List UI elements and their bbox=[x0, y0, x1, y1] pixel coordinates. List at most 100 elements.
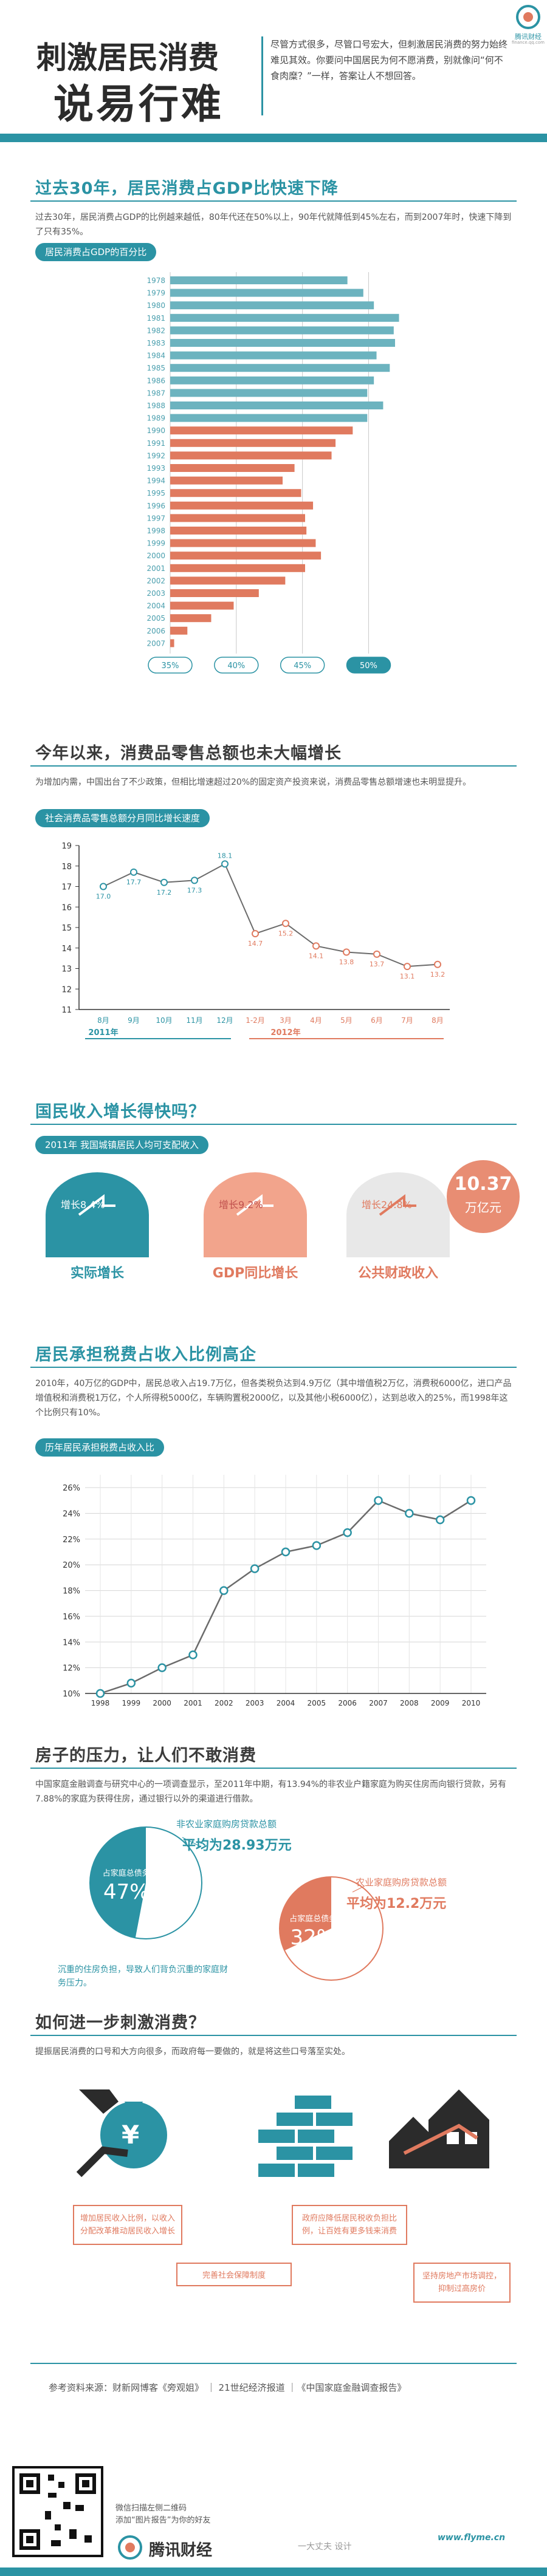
fiscal-bubble: 10.37 万亿元 bbox=[447, 1160, 520, 1233]
x-tick-label: 45% bbox=[294, 661, 311, 671]
bar-year-label: 1996 bbox=[146, 502, 165, 510]
y-tick-label: 22% bbox=[63, 1536, 80, 1545]
header: 刺激居民消费 说易行难 尽管方式很多，尽管口号宏大，但刺激居民消费的努力始终难见… bbox=[0, 0, 547, 142]
data-point bbox=[404, 963, 411, 971]
section-measures: 如何进一步刺激消费？ 提振居民消费的口号和大方向很多，而政府每一要做的，就是将这… bbox=[0, 2004, 547, 2345]
y-tick-label: 10% bbox=[63, 1690, 80, 1699]
tax-line-chart: 10% 12% 14% 16% 18% 20% 22% 24% 26% 1998 1999 2000 2… bbox=[63, 1475, 486, 1707]
x-tick-label: 5月 bbox=[340, 1016, 353, 1025]
y-tick-label: 11 bbox=[61, 1006, 72, 1015]
x-tick-label: 1-2月 bbox=[246, 1016, 265, 1025]
bar-year-label: 1992 bbox=[146, 451, 165, 460]
section-income-growth: 国民收入增长得快吗？ 2011年 我国城镇居民人均可支配收入 增长8.4% 实际… bbox=[0, 1093, 547, 1324]
footer-brand: 腾讯财经 bbox=[149, 2541, 213, 2560]
data-point bbox=[157, 1663, 167, 1672]
data-label: 17.3 bbox=[187, 886, 202, 894]
bar-year-label: 1990 bbox=[146, 426, 165, 435]
y-tick-label: 19 bbox=[61, 842, 72, 851]
income-pct: 增长9.2% bbox=[219, 1199, 263, 1211]
footer-band bbox=[0, 2567, 547, 2576]
bar bbox=[170, 364, 390, 372]
tencent-finance-logo bbox=[115, 2533, 145, 2562]
bar bbox=[170, 464, 295, 472]
pie2-caption: 农业家庭购房贷款总额 bbox=[356, 1877, 447, 1888]
section-intro: 提振居民消费的口号和大方向很多，而政府每一要做的，就是将这些口号落至实处。 bbox=[35, 2047, 350, 2057]
qr-code-icon bbox=[12, 2466, 103, 2557]
y-tick-label: 14% bbox=[63, 1638, 80, 1647]
bar bbox=[170, 313, 399, 322]
bar-year-label: 2005 bbox=[146, 614, 165, 623]
bar-year-label: 1984 bbox=[146, 352, 165, 360]
income-item-fiscal: 增长24.8% 公共财政收入 bbox=[337, 1172, 459, 1282]
header-band bbox=[0, 134, 547, 142]
consumption-bar-chart: 35% 40% 45% 50% 1978 1979 1980 1981 1982 1983 1984… bbox=[146, 272, 399, 674]
bar bbox=[170, 476, 283, 485]
pie1-leader bbox=[182, 1837, 201, 1847]
year-label: 2011年 bbox=[88, 1028, 118, 1037]
bar bbox=[170, 401, 384, 409]
qr-caption-line2: 添加“图片报告”为你的好友 bbox=[115, 2516, 211, 2525]
x-tick-label: 2003 bbox=[246, 1699, 264, 1707]
x-tick-label: 7月 bbox=[401, 1016, 413, 1025]
bar bbox=[170, 389, 368, 397]
x-tick-label: 8月 bbox=[432, 1016, 444, 1025]
y-tick-label: 18 bbox=[61, 863, 72, 872]
data-point bbox=[343, 1528, 352, 1537]
section-rule bbox=[30, 200, 517, 202]
section-consumption-share: 过去30年，居民消费占GDP比快速下降 过去30年，居民消费占GDP的比例越来越… bbox=[0, 170, 547, 729]
bar-year-label: 1978 bbox=[146, 276, 165, 285]
bar bbox=[170, 339, 395, 347]
data-point bbox=[126, 1678, 136, 1688]
bar-year-label: 1999 bbox=[146, 539, 165, 548]
currency-symbol: ¥ bbox=[122, 2120, 140, 2150]
data-point bbox=[160, 878, 168, 886]
data-point bbox=[250, 1564, 260, 1573]
data-point bbox=[312, 1541, 322, 1550]
page-title-line1: 刺激居民消费 bbox=[36, 39, 219, 75]
data-point bbox=[466, 1496, 476, 1505]
bar-year-label: 1997 bbox=[146, 514, 165, 522]
fiscal-bubble-unit: 万亿元 bbox=[465, 1200, 501, 1215]
data-point bbox=[130, 868, 137, 876]
x-tick-label: 11月 bbox=[186, 1016, 202, 1025]
bar-year-label: 2007 bbox=[146, 639, 165, 647]
bricks-icon bbox=[252, 2096, 356, 2193]
data-point bbox=[281, 1547, 291, 1557]
x-tick-label: 8月 bbox=[97, 1016, 109, 1025]
y-tick-label: 12 bbox=[61, 985, 72, 994]
section-title: 房子的压力，让人们不敢消费 bbox=[35, 1746, 256, 1765]
y-tick-label: 17 bbox=[61, 883, 72, 892]
y-tick-label: 15 bbox=[61, 924, 72, 933]
data-label: 17.0 bbox=[96, 893, 111, 901]
bar-year-label: 1998 bbox=[146, 527, 165, 535]
x-tick-pill bbox=[214, 657, 259, 674]
page-title-line2: 说易行难 bbox=[53, 80, 224, 128]
bar-year-label: 1987 bbox=[146, 389, 165, 397]
header-intro: 尽管方式很多，尽管口号宏大，但刺激居民消费的努力始终难见其效。你要问中国居民为何… bbox=[270, 39, 508, 81]
bar-year-label: 1991 bbox=[146, 439, 165, 448]
measure-box-tax: 政府应降低居民税收负担比例，让百姓有更多钱来消费 bbox=[292, 2205, 407, 2245]
section-retail-sales: 今年以来，消费品零售总额也未大幅增长 为增加内需，中国出台了不少政策，但相比增速… bbox=[0, 735, 547, 1069]
x-tick-label: 12月 bbox=[216, 1016, 233, 1025]
bar-year-label: 1980 bbox=[146, 301, 165, 310]
data-point bbox=[252, 930, 259, 938]
bar-year-label: 1995 bbox=[146, 489, 165, 497]
section-title: 今年以来，消费品零售总额也未大幅增长 bbox=[35, 744, 342, 763]
x-tick-label: 2005 bbox=[308, 1699, 326, 1707]
income-item-label: GDP同比增长 bbox=[212, 1266, 298, 1281]
section-title: 居民承担税费占收入比例高企 bbox=[35, 1345, 256, 1364]
retail-line-chart: 11 12 13 14 15 16 17 18 19 17.0 8月 17.7 9月 17.2 10月 17.… bbox=[61, 842, 450, 1039]
pie2-label: 占家庭总债务 bbox=[289, 1914, 337, 1924]
bar-year-label: 1981 bbox=[146, 314, 165, 323]
chart-label-pill: 2011年 我国城镇居民人均可支配收入 bbox=[35, 1136, 208, 1154]
watermark-web: www.flyme.cn bbox=[438, 2533, 506, 2543]
income-item-gdp-growth: 增长9.2% GDP同比增长 bbox=[194, 1172, 316, 1282]
data-point bbox=[221, 860, 229, 868]
bar bbox=[170, 527, 307, 535]
pie1-value: 平均为28.93万元 bbox=[182, 1838, 292, 1853]
data-point bbox=[100, 883, 107, 890]
footer-rule bbox=[30, 2363, 517, 2364]
pie2-leader bbox=[352, 1885, 365, 1893]
bar-year-label: 1979 bbox=[146, 289, 165, 298]
